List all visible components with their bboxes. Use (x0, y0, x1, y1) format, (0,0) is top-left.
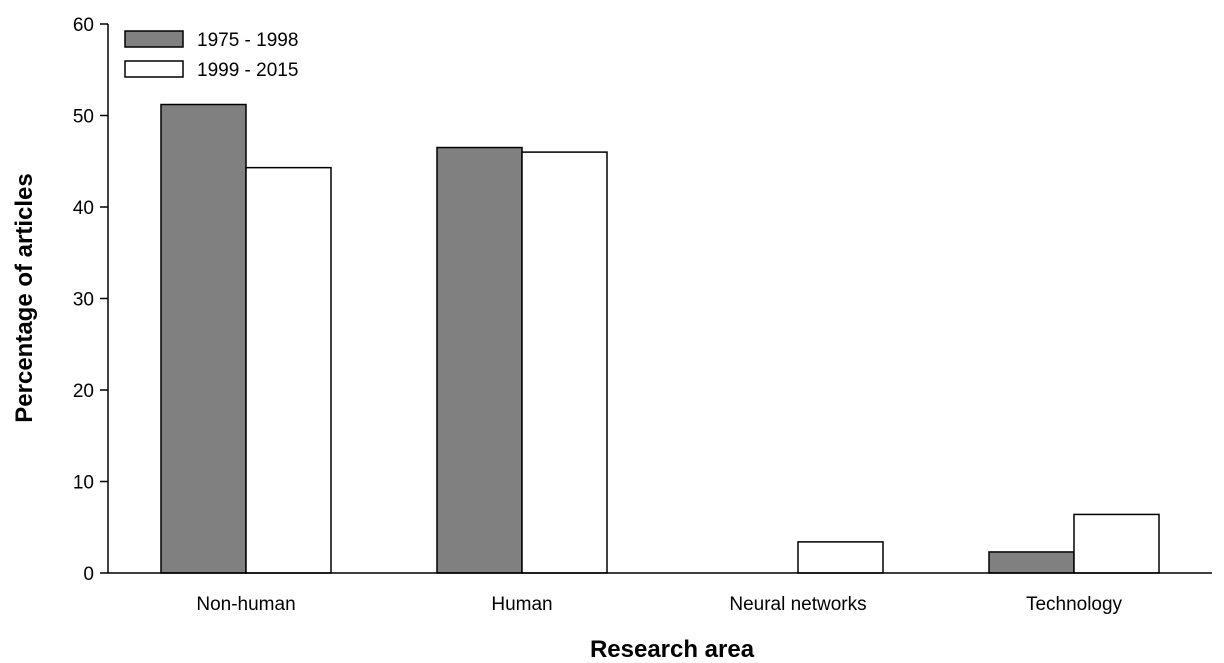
y-axis-title: Percentage of articles (11, 173, 38, 422)
y-tick-label: 30 (73, 290, 94, 311)
y-tick-label: 20 (73, 381, 94, 402)
legend-swatch-1975-1998 (124, 30, 184, 48)
bar-neural-networks-1999-2015 (797, 541, 884, 574)
legend-swatch-1999-2015 (124, 60, 184, 78)
legend-label: 1999 - 2015 (197, 60, 298, 81)
y-tick-label: 50 (73, 107, 94, 128)
bar-technology-1999-2015 (1073, 513, 1160, 574)
y-tick-label: 0 (83, 564, 94, 585)
x-tick-label: Human (491, 594, 552, 615)
y-tick-label: 60 (73, 15, 94, 36)
legend-label: 1975 - 1998 (197, 30, 298, 51)
y-tick-label: 10 (73, 473, 94, 494)
x-tick-label: Non-human (196, 594, 295, 615)
y-axis: 0 10 20 30 40 50 60 (73, 15, 109, 585)
x-tick-label: Technology (1026, 594, 1123, 615)
bar-technology-1975-1998 (988, 551, 1075, 574)
x-tick-label: Neural networks (729, 594, 866, 615)
bars-group (160, 103, 1160, 574)
bar-non-human-1999-2015 (245, 166, 332, 574)
legend: 1975 - 1998 1999 - 2015 (124, 30, 298, 81)
x-axis-title: Research area (590, 636, 755, 663)
bar-human-1999-2015 (521, 151, 608, 574)
x-axis: Non-human Human Neural networks Technology (108, 572, 1212, 615)
bar-non-human-1975-1998 (160, 103, 247, 574)
y-tick-label: 40 (73, 198, 94, 219)
bar-human-1975-1998 (436, 146, 523, 574)
